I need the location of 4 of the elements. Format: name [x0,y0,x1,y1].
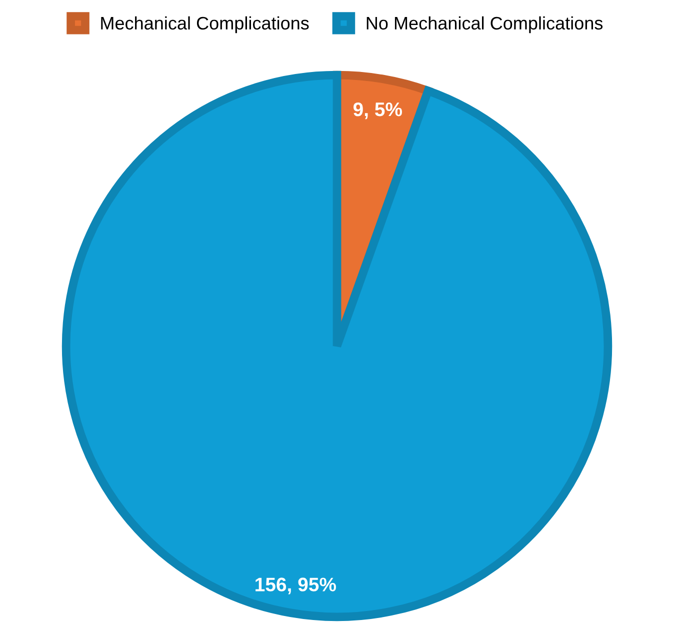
legend-label: Mechanical Complications [101,16,309,34]
data-label: 156, 95% [256,578,336,594]
data-label: 9, 5% [353,102,402,120]
legend-label: No Mechanical Complications [366,16,603,34]
